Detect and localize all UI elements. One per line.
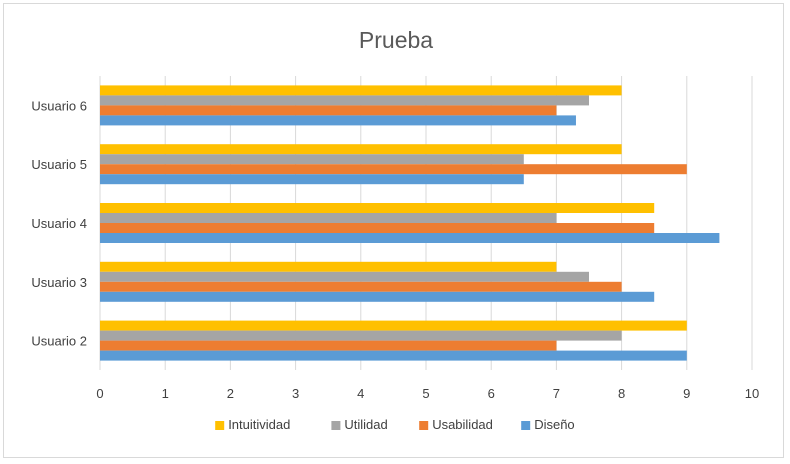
x-tick-label: 1 [162,386,169,401]
x-tick-label: 6 [488,386,495,401]
bar-usabilidad [100,340,557,351]
legend-label: Intuitividad [228,417,290,432]
x-tick-label: 8 [618,386,625,401]
x-tick-label: 3 [292,386,299,401]
legend-label: Usabilidad [432,417,493,432]
chart-area: Prueba 0 1 2 3 4 5 6 7 8 9 10 Usuario 2 Usuario 3 Us… [3,3,784,458]
bar-intuitividad [100,144,622,155]
bar-usabilidad [100,105,557,116]
x-tick-label: 9 [683,386,690,401]
x-tick-label: 2 [227,386,234,401]
y-axis-categories: Usuario 2 Usuario 3 Usuario 4 Usuario 5 Usua… [31,98,87,348]
category-label: Usuario 2 [31,334,87,349]
bar-intuitividad [100,85,622,96]
x-tick-label: 10 [745,386,759,401]
bars [100,85,720,361]
bar-diseño [100,174,524,185]
x-tick-label: 4 [357,386,364,401]
x-tick-label: 5 [422,386,429,401]
x-tick-label: 0 [96,386,103,401]
bar-utilidad [100,95,589,106]
x-axis-ticks: 0 1 2 3 4 5 6 7 8 9 10 [96,386,759,401]
bar-intuitividad [100,203,655,213]
x-tick-label: 7 [553,386,560,401]
bar-usabilidad [100,164,687,175]
legend-swatch [331,421,341,430]
bar-usabilidad [100,223,655,233]
bar-diseño [100,291,655,302]
category-label: Usuario 4 [31,216,87,231]
legend-swatch [419,421,429,430]
bar-intuitividad [100,261,557,272]
bar-utilidad [100,271,589,282]
legend: Intuitividad Utilidad Usabilidad Diseño [215,417,575,432]
legend-swatch [215,421,225,430]
legend-label: Utilidad [344,417,387,432]
category-label: Usuario 6 [31,98,87,113]
category-label: Usuario 3 [31,275,87,290]
legend-swatch [521,421,531,430]
category-label: Usuario 5 [31,157,87,172]
bar-utilidad [100,330,622,341]
bar-utilidad [100,154,524,165]
bar-intuitividad [100,320,687,331]
chart-title: Prueba [359,27,433,53]
bar-diseño [100,115,576,126]
legend-label: Diseño [534,417,574,432]
bar-diseño [100,350,687,361]
bar-usabilidad [100,281,622,292]
bar-diseño [100,233,720,243]
bar-utilidad [100,213,557,223]
